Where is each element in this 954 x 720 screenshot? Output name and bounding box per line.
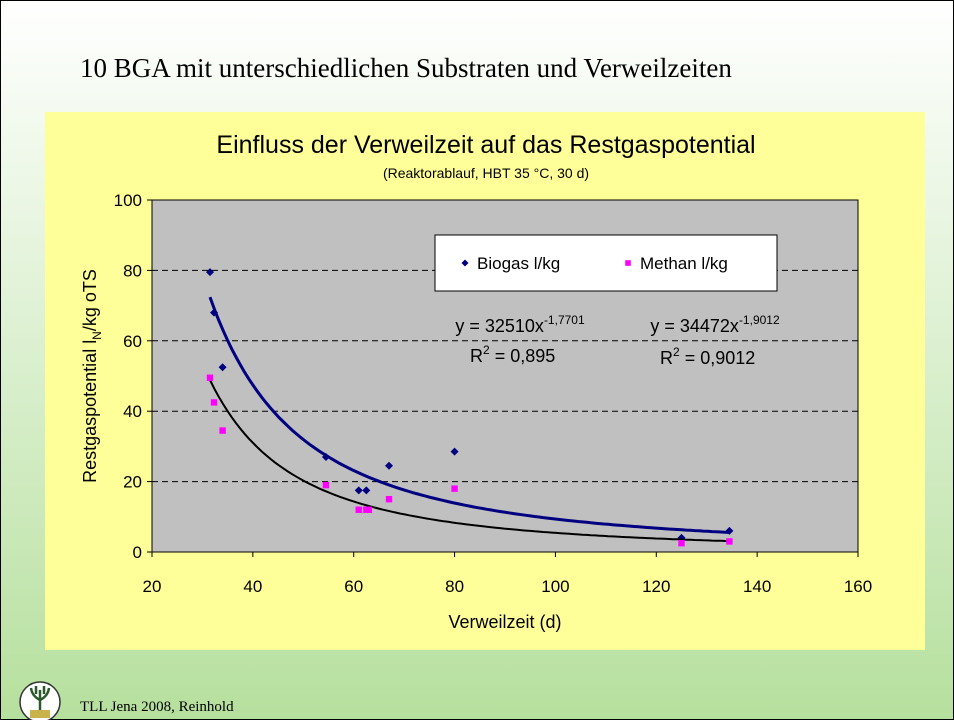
y-axis-title-subscript: N [90,331,104,340]
legend [434,234,778,292]
data-point [210,399,218,406]
y-tick-label: 40 [123,402,142,421]
chart-title: Einfluss der Verweilzeit auf das Restgas… [216,131,755,159]
x-axis-title: Verweilzeit (d) [448,612,561,632]
data-point [365,506,373,513]
r-squared: R2 = 0,895 [470,343,555,366]
r-squared-part: = 0,895 [490,346,556,366]
equation-base: y = 32510x [455,316,544,336]
data-point [725,526,734,535]
y-tick-label: 20 [123,473,142,492]
legend-label: Methan l/kg [640,254,728,273]
data-point [726,538,733,545]
r-squared-superscript: 2 [673,345,680,359]
data-point [354,486,363,495]
legend-label: Biogas l/kg [477,254,560,273]
y-axis-title-part: Restgaspotential l [80,340,100,483]
data-point [385,461,394,470]
data-point [210,308,219,317]
equation-exponent: -1,9012 [739,313,780,327]
x-tick-label: 140 [743,577,771,596]
r-squared: R2 = 0,9012 [660,345,755,368]
y-tick-label: 60 [123,332,142,351]
data-point [451,485,458,492]
x-tick-label: 80 [445,577,464,596]
equation-base: y = 34472x [650,316,739,336]
x-tick-label: 40 [243,577,262,596]
data-point [355,506,362,513]
slide-title: 10 BGA mit unterschiedlichen Substraten … [80,53,732,83]
trendline-equation: y = 34472x-1,9012 [650,313,780,336]
data-point [385,496,393,503]
trendline [209,379,730,543]
r-squared-part: = 0,9012 [680,348,756,368]
y-axis-title: Restgaspotential lN/kg oTS [80,269,104,483]
x-tick-label: 120 [642,577,670,596]
data-point [362,486,371,495]
logo [19,681,61,720]
legend-marker [625,260,631,266]
x-tick-label: 60 [344,577,363,596]
y-tick-label: 100 [114,191,142,210]
trendline-equation: y = 32510x-1,7701 [455,313,585,336]
r-squared-part: R [660,348,673,368]
data-point [450,447,459,456]
chart-subtitle: (Reaktorablauf, HBT 35 °C, 30 d) [383,165,589,181]
footer: TLL Jena 2008, Reinhold [80,699,234,715]
r-squared-superscript: 2 [483,343,490,357]
data-point [322,481,330,489]
y-tick-label: 80 [123,261,142,280]
equation-exponent: -1,7701 [544,313,585,327]
data-point [219,427,226,434]
data-point [678,540,685,547]
x-tick-label: 100 [541,577,569,596]
y-tick-label: 0 [133,543,142,562]
trendline [208,296,730,534]
data-point [218,363,227,372]
data-point [321,452,330,461]
x-tick-label: 20 [143,577,162,596]
legend-marker [461,259,469,267]
r-squared-part: R [470,346,483,366]
data-point [206,374,214,381]
data-point [205,268,214,277]
x-tick-label: 160 [844,577,872,596]
y-axis-title-part: /kg oTS [80,269,100,331]
